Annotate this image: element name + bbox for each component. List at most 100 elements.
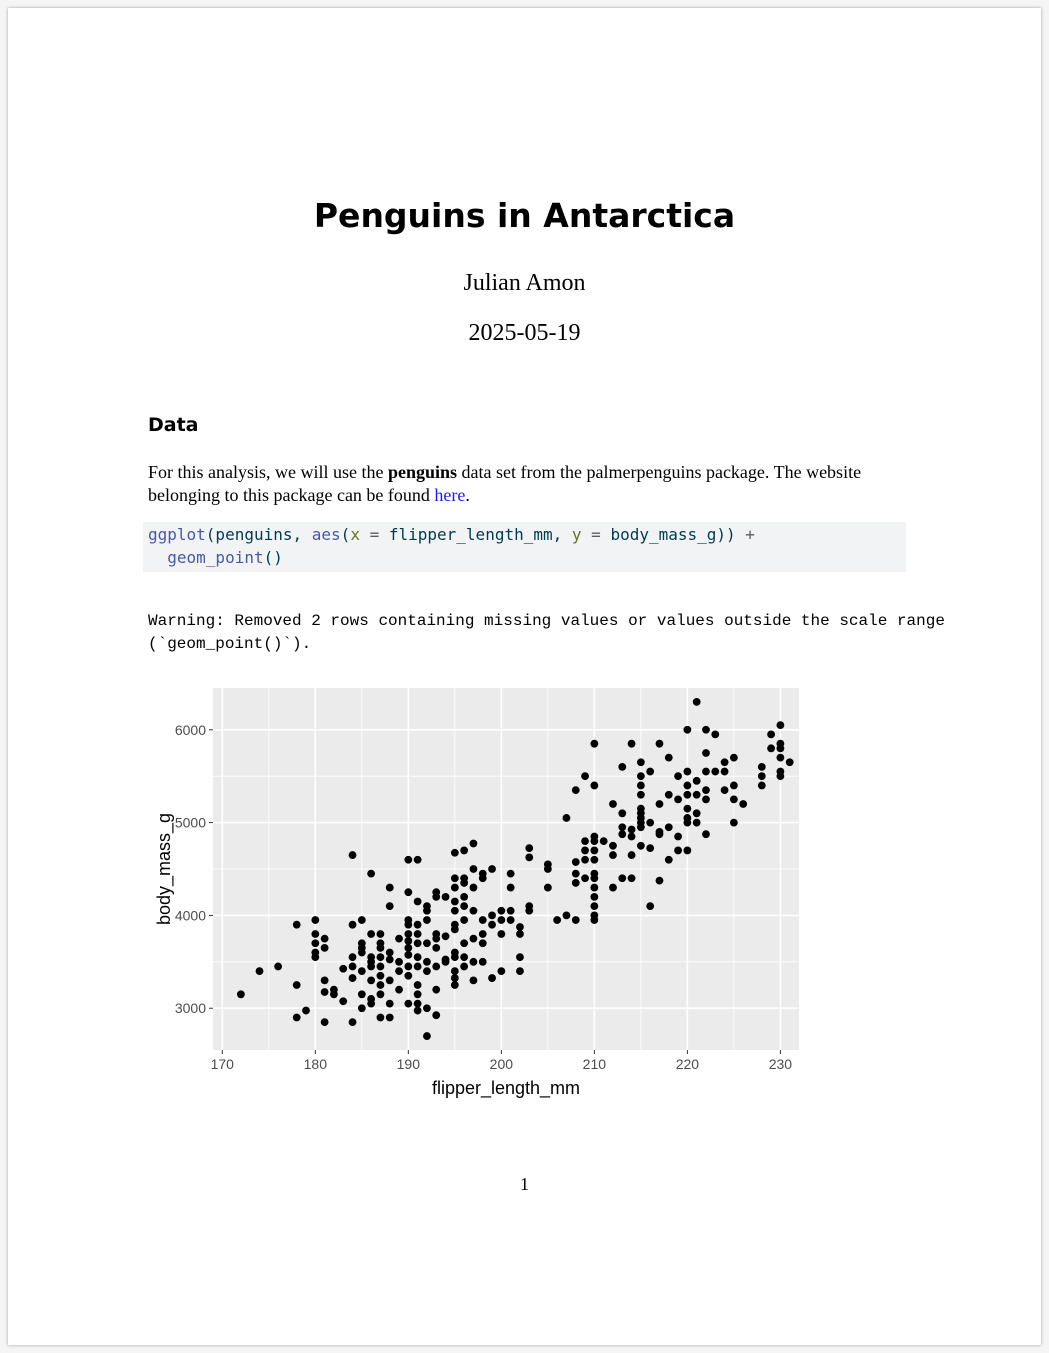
- data-point: [683, 804, 692, 813]
- data-point: [525, 906, 534, 915]
- data-point: [460, 892, 469, 901]
- data-point: [478, 916, 487, 924]
- data-point: [683, 818, 692, 827]
- data-point: [590, 739, 599, 748]
- data-point: [311, 953, 320, 962]
- data-point: [450, 906, 459, 915]
- data-point: [413, 1006, 422, 1015]
- data-point: [385, 955, 394, 964]
- data-point: [367, 976, 376, 985]
- data-point: [376, 943, 385, 952]
- data-point: [413, 999, 422, 1008]
- data-point: [497, 906, 506, 915]
- data-point: [488, 920, 496, 929]
- data-point: [395, 957, 403, 966]
- code-text: ggplot(penguins, aes(x = flipper_length_…: [148, 523, 755, 569]
- data-point: [674, 795, 682, 804]
- scatter-chart: 170 180 190 200 210 220 230 3000 4000 5000 6000 fli…: [154, 688, 799, 1099]
- data-point: [367, 930, 376, 938]
- data-point: [237, 990, 245, 999]
- data-point: [571, 879, 580, 887]
- code-arg-x: x: [350, 525, 360, 544]
- data-point: [674, 832, 682, 841]
- data-point: [348, 974, 357, 982]
- data-point: [460, 879, 469, 887]
- code-plus: +: [745, 525, 755, 544]
- code-fn-geom-point: geom_point: [167, 548, 264, 567]
- code-token: (penguins,: [205, 525, 312, 544]
- data-point: [478, 957, 487, 966]
- warning-line-1: Warning: Removed 2 rows containing missi…: [148, 612, 945, 630]
- data-point: [423, 1004, 431, 1013]
- data-point: [590, 892, 599, 901]
- data-point: [683, 767, 692, 776]
- data-point: [450, 848, 459, 857]
- paragraph-text-end: .: [465, 485, 470, 505]
- data-point: [618, 874, 627, 883]
- data-point: [590, 902, 599, 911]
- data-point: [478, 939, 487, 948]
- data-point: [590, 874, 599, 883]
- x-tick-label: 200: [490, 1056, 514, 1072]
- data-point: [292, 1013, 301, 1022]
- data-point: [776, 753, 785, 762]
- data-point: [404, 920, 413, 929]
- data-point: [785, 758, 794, 767]
- data-point: [460, 916, 469, 924]
- data-point: [385, 902, 394, 911]
- data-point: [413, 953, 422, 962]
- data-point: [664, 855, 673, 864]
- paragraph-text-start: For this analysis, we will use the: [148, 462, 388, 482]
- data-point: [627, 832, 636, 841]
- data-point: [432, 934, 441, 943]
- package-website-link[interactable]: here: [434, 485, 466, 505]
- page-number: 1: [520, 1174, 529, 1194]
- x-tick-label: 190: [397, 1056, 421, 1072]
- data-point: [581, 855, 589, 864]
- data-point: [702, 830, 710, 839]
- data-point: [404, 943, 413, 952]
- x-tick-label: 220: [676, 1056, 700, 1072]
- data-point: [674, 846, 682, 855]
- data-point: [450, 967, 459, 976]
- paragraph-bold-text: penguins: [387, 462, 458, 482]
- data-point: [423, 1032, 431, 1040]
- data-point: [450, 925, 459, 934]
- data-point: [692, 698, 701, 706]
- data-point: [404, 962, 413, 971]
- data-point: [413, 981, 422, 989]
- data-point: [702, 725, 710, 734]
- data-point: [488, 865, 496, 873]
- y-tick-label: 4000: [175, 907, 206, 923]
- data-point: [655, 800, 664, 808]
- y-axis-label: body_mass_g: [154, 813, 175, 925]
- data-point: [581, 837, 589, 846]
- data-point: [320, 934, 329, 943]
- data-point: [702, 767, 710, 776]
- code-token: (: [340, 525, 351, 544]
- data-point: [357, 948, 366, 957]
- data-point: [543, 865, 552, 873]
- data-point: [581, 874, 589, 883]
- data-point: [311, 930, 320, 938]
- data-point: [469, 934, 478, 943]
- x-tick-label: 170: [211, 1056, 235, 1072]
- data-point: [692, 818, 701, 827]
- data-point: [432, 943, 441, 952]
- data-point: [683, 846, 692, 855]
- data-point: [432, 892, 441, 901]
- data-point: [720, 786, 729, 795]
- data-point: [348, 920, 357, 929]
- data-point: [646, 767, 655, 776]
- data-point: [460, 962, 469, 971]
- data-point: [636, 841, 645, 850]
- data-point: [404, 888, 413, 897]
- code-operator: =: [581, 525, 611, 544]
- intro-paragraph: For this analysis, we will use the pengu…: [148, 461, 908, 507]
- data-point: [460, 953, 469, 962]
- data-point: [767, 744, 775, 753]
- data-point: [441, 892, 450, 901]
- document-date: 2025-05-19: [468, 320, 581, 346]
- code-fn-aes: aes: [311, 525, 341, 544]
- data-point: [385, 1013, 394, 1022]
